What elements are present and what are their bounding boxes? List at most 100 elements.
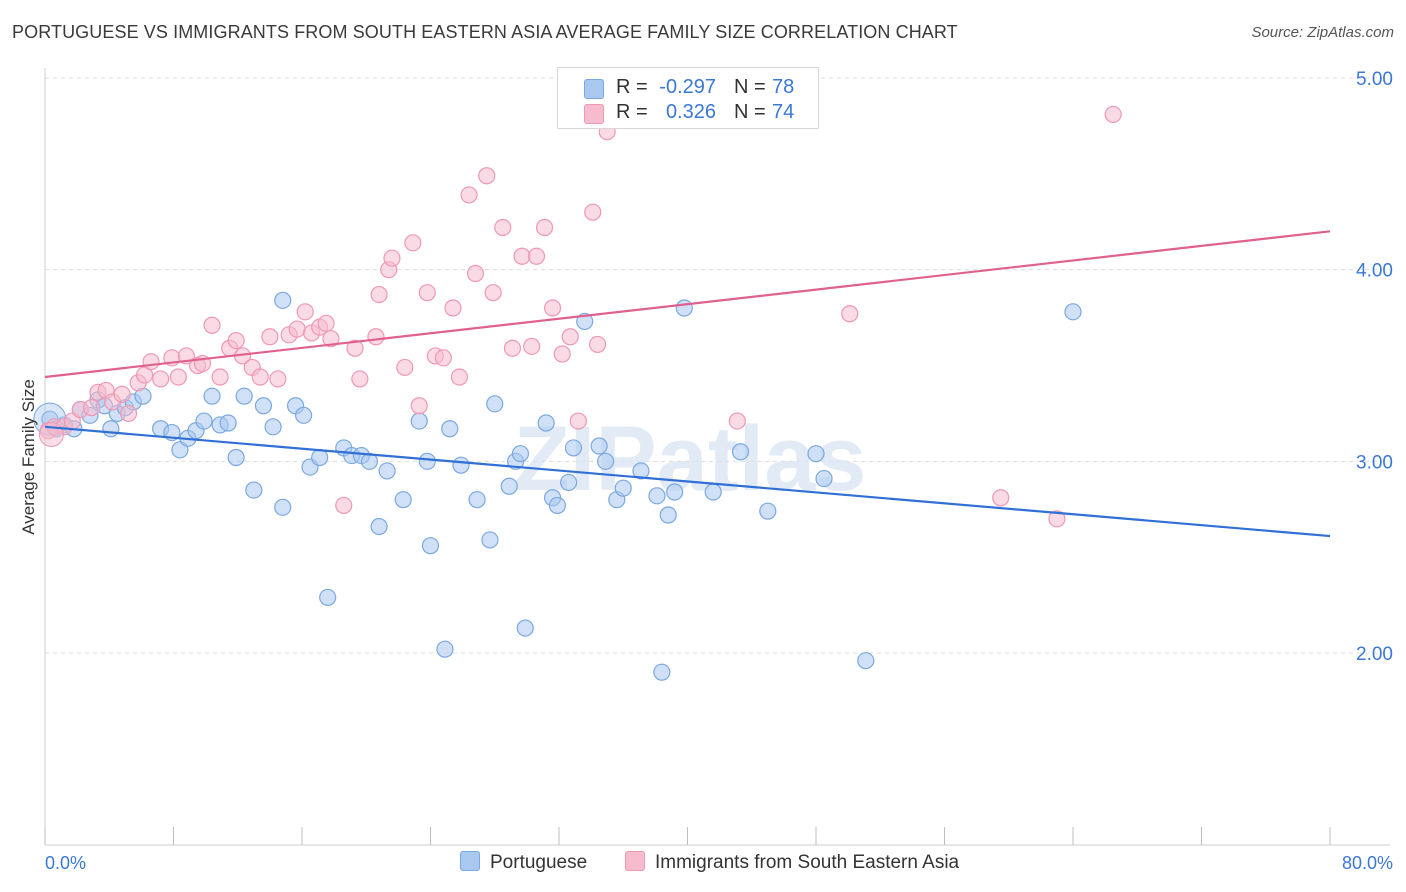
point-portuguese — [254, 397, 273, 415]
point-immigrants — [288, 320, 306, 338]
point-portuguese — [596, 452, 615, 470]
gridlines — [45, 77, 1390, 654]
point-immigrants — [211, 368, 229, 386]
point-immigrants — [404, 234, 422, 252]
n-value: 78 — [772, 76, 795, 98]
point-immigrants — [584, 203, 602, 221]
trend-lines — [44, 230, 1331, 538]
point-immigrants — [588, 335, 607, 354]
point-immigrants — [152, 370, 170, 388]
point-portuguese — [311, 448, 329, 467]
point-immigrants — [450, 368, 469, 386]
r-label: R = — [616, 101, 648, 123]
point-portuguese — [857, 652, 875, 670]
point-immigrants — [728, 412, 746, 430]
point-portuguese — [560, 473, 578, 492]
trend-line-immigrants — [44, 230, 1331, 379]
point-immigrants — [296, 303, 314, 321]
point-immigrants — [494, 218, 512, 237]
series-portuguese-points — [33, 291, 1082, 681]
point-immigrants — [434, 349, 452, 367]
r-value: 0.326 — [665, 101, 716, 123]
point-immigrants — [351, 370, 369, 388]
point-portuguese — [245, 481, 263, 499]
point-immigrants — [444, 299, 462, 317]
point-immigrants — [484, 284, 502, 302]
n-label: N = — [734, 101, 766, 123]
point-portuguese — [511, 445, 530, 463]
point-portuguese — [704, 483, 722, 501]
legend-label: Immigrants from South Eastern Asia — [655, 852, 960, 873]
point-immigrants — [1048, 510, 1066, 528]
point-portuguese — [807, 445, 825, 463]
point-portuguese — [452, 456, 470, 474]
point-immigrants — [535, 218, 554, 237]
blue-swatch — [584, 79, 604, 99]
point-immigrants — [543, 299, 562, 317]
point-portuguese — [227, 448, 245, 467]
point-immigrants — [322, 330, 340, 348]
point-immigrants — [367, 328, 385, 346]
legend-label: Portuguese — [490, 852, 588, 873]
point-portuguese — [264, 418, 282, 436]
point-portuguese — [653, 663, 671, 681]
point-portuguese — [102, 420, 120, 438]
point-portuguese — [548, 496, 566, 515]
series-immigrants-points — [38, 103, 1122, 528]
point-immigrants — [383, 249, 401, 267]
point-portuguese — [235, 387, 253, 405]
blue-swatch — [460, 851, 480, 871]
point-portuguese — [537, 414, 555, 432]
point-immigrants — [396, 358, 414, 377]
point-portuguese — [394, 491, 412, 509]
legend-item-portuguese: Portuguese — [460, 851, 587, 877]
point-portuguese — [219, 414, 237, 432]
point-immigrants-cluster — [38, 422, 64, 447]
point-immigrants — [460, 186, 478, 204]
pink-swatch — [625, 851, 645, 871]
point-portuguese — [564, 439, 583, 457]
point-immigrants — [142, 353, 160, 371]
point-immigrants — [478, 167, 496, 185]
point-portuguese — [203, 387, 221, 405]
x-tick-label-max: 80.0% — [1342, 853, 1393, 873]
point-portuguese — [468, 491, 486, 509]
point-immigrants — [346, 339, 364, 357]
point-portuguese — [516, 619, 534, 637]
point-portuguese — [759, 502, 777, 520]
point-immigrants — [317, 314, 335, 332]
point-portuguese — [319, 588, 337, 607]
legend-item-immigrants: Immigrants from South Eastern Asia — [625, 851, 959, 877]
point-portuguese — [295, 406, 313, 424]
point-immigrants — [251, 368, 269, 386]
point-portuguese — [666, 483, 684, 501]
point-portuguese — [614, 479, 632, 497]
point-portuguese — [500, 477, 518, 495]
point-immigrants — [119, 404, 138, 423]
point-immigrants — [82, 399, 101, 417]
point-immigrants — [203, 316, 221, 334]
point-portuguese — [418, 452, 436, 470]
point-portuguese — [370, 517, 388, 536]
point-portuguese — [731, 443, 750, 461]
point-portuguese — [274, 498, 292, 516]
point-immigrants — [418, 284, 436, 302]
point-portuguese — [378, 462, 396, 480]
point-immigrants — [503, 339, 522, 357]
point-portuguese — [590, 437, 608, 455]
point-portuguese — [648, 487, 666, 505]
point-immigrants — [569, 412, 587, 430]
point-immigrants — [1104, 105, 1122, 124]
point-portuguese — [1064, 303, 1082, 321]
point-portuguese — [815, 469, 833, 488]
point-immigrants — [113, 385, 131, 403]
point-immigrants — [169, 368, 187, 386]
y-axis-label: Average Family Size — [19, 379, 38, 535]
point-portuguese — [436, 640, 454, 658]
point-portuguese — [675, 299, 693, 317]
point-portuguese — [481, 531, 499, 549]
point-portuguese — [441, 420, 459, 438]
y-tick-label: 2.00 — [1356, 644, 1393, 665]
point-immigrants — [410, 397, 428, 415]
